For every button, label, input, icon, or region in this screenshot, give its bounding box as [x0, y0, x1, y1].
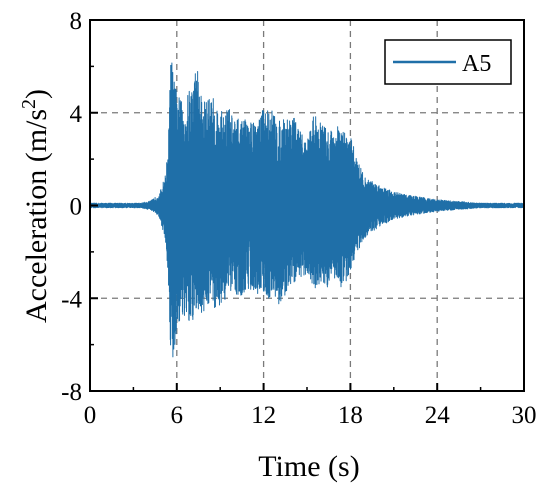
series-a5-group	[89, 62, 525, 358]
axis-tick-labels: 0 6 12 18 24 30 -8 -4 0 4 8	[61, 8, 536, 429]
x-tick-label: 24	[425, 402, 451, 429]
y-axis-title-close: )	[20, 89, 53, 99]
x-tick-label: 6	[171, 402, 184, 429]
y-tick-label: 0	[70, 194, 83, 221]
axis-ticks	[89, 19, 525, 392]
x-axis-title: Time (s)	[258, 450, 359, 483]
y-axis-title-sup: 2	[18, 99, 40, 109]
y-tick-label: -4	[61, 286, 82, 313]
x-tick-label: 18	[338, 402, 363, 429]
y-tick-label: 4	[70, 101, 83, 128]
grid-lines	[90, 20, 524, 391]
x-tick-label: 12	[251, 402, 276, 429]
y-tick-label: -8	[61, 379, 82, 406]
series-a5-line	[89, 62, 525, 358]
y-axis-title-main: Acceleration (m/s	[20, 109, 53, 323]
y-tick-label: 8	[70, 8, 83, 35]
legend: A5	[384, 39, 512, 85]
y-axis-title: Acceleration (m/s2)	[18, 89, 53, 323]
x-tick-label: 0	[84, 402, 97, 429]
x-tick-label: 30	[512, 402, 537, 429]
legend-label-a5: A5	[462, 51, 491, 77]
